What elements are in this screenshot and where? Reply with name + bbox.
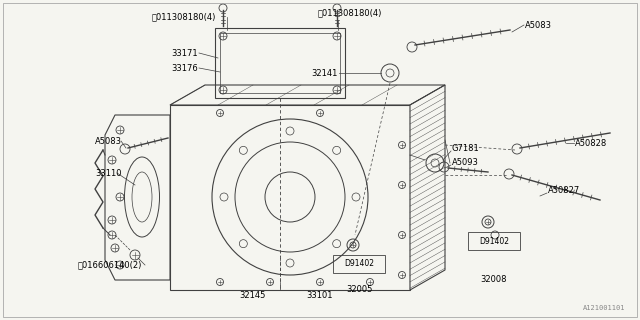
Text: Ⓑ016606140(2): Ⓑ016606140(2)	[78, 260, 142, 269]
Text: 32008: 32008	[481, 276, 508, 284]
Text: 33171: 33171	[172, 49, 198, 58]
Text: G7181: G7181	[452, 143, 480, 153]
Text: A50828: A50828	[575, 139, 607, 148]
Text: 32141: 32141	[312, 68, 338, 77]
Text: Ⓑ011308180(4): Ⓑ011308180(4)	[318, 9, 382, 18]
Text: 33110: 33110	[95, 169, 122, 178]
Polygon shape	[170, 105, 410, 290]
Text: Ⓑ011308180(4): Ⓑ011308180(4)	[152, 12, 216, 21]
Bar	[220, 33, 340, 93]
Text: 32145: 32145	[239, 291, 265, 300]
Text: A5083: A5083	[95, 137, 122, 146]
Text: A121001101: A121001101	[582, 305, 625, 311]
Text: A50827: A50827	[548, 186, 580, 195]
Text: D91402: D91402	[479, 236, 509, 245]
Polygon shape	[170, 85, 445, 105]
Text: 32005: 32005	[346, 285, 372, 294]
Text: 33101: 33101	[307, 291, 333, 300]
Polygon shape	[410, 85, 445, 290]
Text: A5093: A5093	[452, 157, 479, 166]
Bar	[215, 28, 345, 98]
Text: D91402: D91402	[344, 260, 374, 268]
Polygon shape	[105, 115, 170, 280]
Text: 33176: 33176	[172, 63, 198, 73]
Bar	[333, 255, 385, 273]
Text: A5083: A5083	[525, 20, 552, 29]
Bar	[468, 232, 520, 250]
